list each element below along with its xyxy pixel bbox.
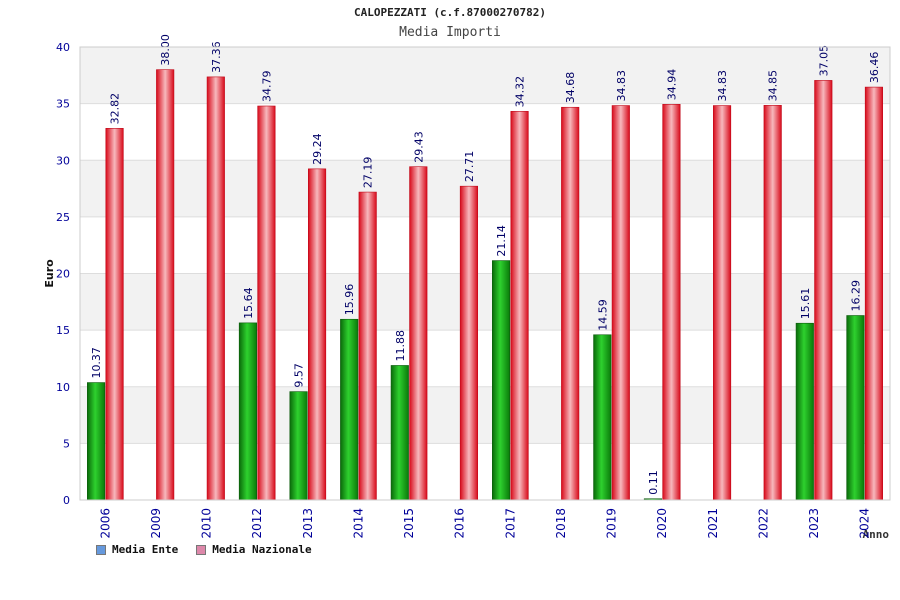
bar-media-nazionale	[814, 80, 833, 501]
legend-item-nazionale: Media Nazionale	[196, 543, 312, 556]
x-tick-label: 2012	[250, 508, 264, 539]
bar-media-ente	[492, 260, 511, 501]
x-tick-label: 2022	[756, 508, 770, 539]
plot-border	[79, 46, 891, 501]
legend-label-ente: Media Ente	[112, 543, 179, 556]
data-label: 34.32	[514, 76, 527, 108]
bar-media-nazionale	[561, 106, 580, 501]
bar-media-nazionale	[358, 191, 377, 501]
data-label: 37.36	[210, 41, 223, 73]
bar-media-ente	[593, 334, 612, 501]
chart-title: CALOPEZZATI (c.f.87000270782)	[353, 6, 547, 19]
data-label: 14.59	[596, 299, 609, 331]
data-label: 37.05	[817, 45, 830, 77]
y-tick-label: 35	[56, 98, 70, 111]
data-label: 36.46	[868, 52, 881, 84]
x-tick-label: 2018	[554, 508, 568, 539]
x-tick-label: 2014	[351, 508, 365, 539]
x-tick-label: 2023	[807, 508, 821, 539]
data-label: 29.43	[412, 131, 425, 163]
data-label: 15.96	[343, 284, 356, 316]
bar-media-nazionale	[510, 111, 529, 501]
axes: 0 5 10 15 20 25 30 35 40 Euro Anno 2006 2009 2010 2012…	[43, 41, 891, 541]
x-tick-label: 2009	[149, 508, 163, 539]
data-label: 34.79	[260, 71, 273, 103]
data-label: 32.82	[109, 93, 122, 125]
data-label: 34.94	[665, 69, 678, 101]
bar-media-nazionale	[156, 69, 175, 501]
x-tick-label: 2019	[605, 508, 619, 539]
value-labels: 10.37 32.82 38.00 37.36 15.64 34.79 9.57 29.24 1…	[90, 34, 881, 495]
data-label: 10.37	[90, 347, 103, 379]
data-label: 16.29	[849, 280, 862, 312]
data-label: 9.57	[293, 363, 306, 388]
bars	[87, 69, 883, 501]
x-tick-label: 2020	[655, 508, 669, 539]
data-label: 38.00	[159, 34, 172, 66]
x-tick-label: 2013	[301, 508, 315, 539]
y-axis-label: Euro	[43, 259, 56, 288]
x-tick-label: 2021	[706, 508, 720, 539]
legend-label-nazionale: Media Nazionale	[212, 543, 312, 556]
legend-swatch-ente	[96, 544, 106, 555]
data-label: 27.19	[362, 157, 375, 189]
data-label: 34.68	[564, 72, 577, 104]
y-tick-label: 25	[56, 211, 70, 224]
bar-media-nazionale	[611, 105, 630, 501]
bar-media-nazionale	[662, 104, 681, 501]
x-tick-label: 2010	[200, 508, 214, 539]
bar-media-nazionale	[105, 128, 124, 501]
bar-media-nazionale	[308, 168, 327, 501]
bar-media-ente	[795, 322, 814, 501]
data-label: 27.71	[463, 151, 476, 183]
bar-media-ente	[846, 315, 865, 501]
x-tick-label: 2017	[503, 508, 517, 539]
bar-media-ente	[289, 391, 308, 501]
bar-media-nazionale	[409, 166, 428, 501]
data-label: 15.64	[242, 287, 255, 319]
data-label: 11.88	[394, 330, 407, 362]
x-tick-label: 2015	[402, 508, 416, 539]
bar-media-ente	[390, 365, 409, 501]
legend-swatch-nazionale	[196, 544, 207, 555]
bar-media-ente	[87, 382, 106, 501]
data-label: 29.24	[311, 133, 324, 165]
data-label: 34.85	[767, 70, 780, 102]
bar-media-nazionale	[206, 76, 225, 501]
data-label: 34.83	[615, 70, 628, 102]
x-axis-label: Anno	[863, 528, 890, 541]
bar-media-nazionale	[257, 105, 276, 501]
legend: Media Ente Media Nazionale	[96, 543, 312, 556]
y-tick-label: 5	[63, 437, 70, 450]
data-label: 15.61	[799, 288, 812, 320]
x-tick-label: 2006	[98, 508, 112, 539]
y-tick-label: 30	[56, 154, 70, 167]
y-tick-label: 15	[56, 324, 70, 337]
x-tick-label: 2016	[453, 508, 467, 539]
bar-media-nazionale	[864, 86, 883, 501]
y-tick-label: 0	[63, 494, 70, 507]
y-tick-label: 10	[56, 381, 70, 394]
bar-media-nazionale	[763, 105, 782, 501]
x-tick-label: 2024	[858, 508, 872, 539]
y-tick-label: 20	[56, 268, 70, 281]
bar-media-ente	[238, 322, 257, 501]
legend-item-ente: Media Ente	[96, 543, 178, 556]
bar-media-nazionale	[713, 105, 732, 501]
y-tick-label: 40	[56, 41, 70, 54]
chart-subtitle: Media Importi	[399, 25, 501, 40]
data-label: 21.14	[495, 225, 508, 257]
bar-media-nazionale	[459, 185, 478, 501]
data-label: 34.83	[716, 70, 729, 102]
bar-media-ente	[340, 318, 359, 501]
data-label: 0.11	[647, 470, 660, 495]
